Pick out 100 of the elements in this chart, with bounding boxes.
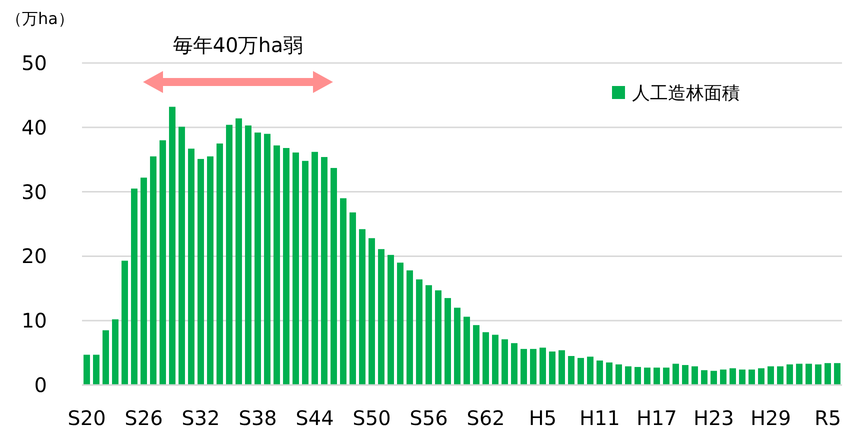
x-tick-label: S50 [352,406,391,430]
x-tick-label: R5 [814,406,842,430]
bar [540,348,546,385]
bar [426,285,432,385]
y-tick-label: 10 [22,308,47,333]
bar [302,160,308,385]
bar [815,364,822,385]
bar [473,325,480,385]
bar [672,364,679,385]
y-tick-label: 0 [34,373,47,397]
bar [549,352,556,385]
x-tick-label: H11 [580,406,620,430]
y-tick-label: 30 [22,180,47,204]
bar [93,354,100,385]
bar [388,254,394,385]
bar [710,370,717,385]
y-axis-title: （万ha） [6,9,74,28]
bar [416,279,422,385]
bar [634,366,641,385]
bar [264,134,270,385]
bar [739,370,746,385]
bar [530,348,536,385]
bar [834,363,840,385]
bar [768,366,774,385]
bar [406,270,413,385]
bar [796,364,802,385]
bar [359,229,366,385]
bar [226,124,232,385]
bar [644,368,650,385]
bar [207,156,214,385]
x-tick-label: H23 [694,406,734,430]
bar [131,188,138,385]
bar [511,343,518,385]
bar [292,152,299,385]
bar [720,370,726,385]
bar [254,132,261,385]
bar [663,368,670,385]
bar [730,368,736,385]
bar [122,260,128,385]
bar [558,350,565,385]
x-tick-label: H29 [750,406,791,430]
y-tick-label: 50 [22,51,47,75]
bar [435,290,442,385]
bar [606,362,612,385]
bar [616,364,622,385]
x-tick-label: S20 [68,406,106,430]
bar [786,364,793,385]
bar [368,238,375,385]
y-tick-label: 40 [22,115,47,140]
bar [520,348,527,385]
bar [283,148,290,385]
bar [340,198,346,385]
bar [178,126,185,385]
bar [625,366,632,385]
x-tick-label: S38 [238,406,277,430]
bar [216,144,223,385]
bar [312,152,318,385]
bar [482,332,489,385]
bar [596,360,603,385]
bar [198,158,204,385]
bar [397,262,404,385]
x-tick-label: S32 [182,406,220,430]
legend-label: 人工造林面積 [632,83,740,104]
bar [568,356,574,385]
y-tick-label: 20 [22,244,47,268]
bar [692,366,698,385]
bar [160,140,166,385]
bar [682,365,688,385]
bar [140,178,147,385]
bar [330,168,337,385]
bar [150,156,156,385]
bar [806,364,812,385]
bar [502,339,508,385]
bar [758,368,764,385]
bar [102,330,109,385]
bar [84,354,90,385]
bar [169,106,176,385]
x-tick-label: H5 [528,406,557,430]
bar [701,370,708,385]
bar [350,212,356,385]
x-tick-label: S62 [466,406,505,430]
bar [454,308,460,385]
text: 毎年40万ha弱 [172,33,304,57]
bar [587,356,594,385]
x-tick-label: S56 [410,406,448,430]
bar [777,366,784,385]
x-tick-label: S44 [296,406,334,430]
bar [578,358,584,385]
bar [112,319,118,385]
bar [378,249,384,385]
bar [464,316,470,385]
bar [188,148,194,385]
bar [748,370,755,385]
x-tick-label: H17 [636,406,677,430]
bar [236,118,242,385]
x-tick-label: S26 [124,406,163,430]
bar [274,145,280,385]
bar [321,157,328,385]
bar [245,125,252,385]
bar [654,368,660,385]
